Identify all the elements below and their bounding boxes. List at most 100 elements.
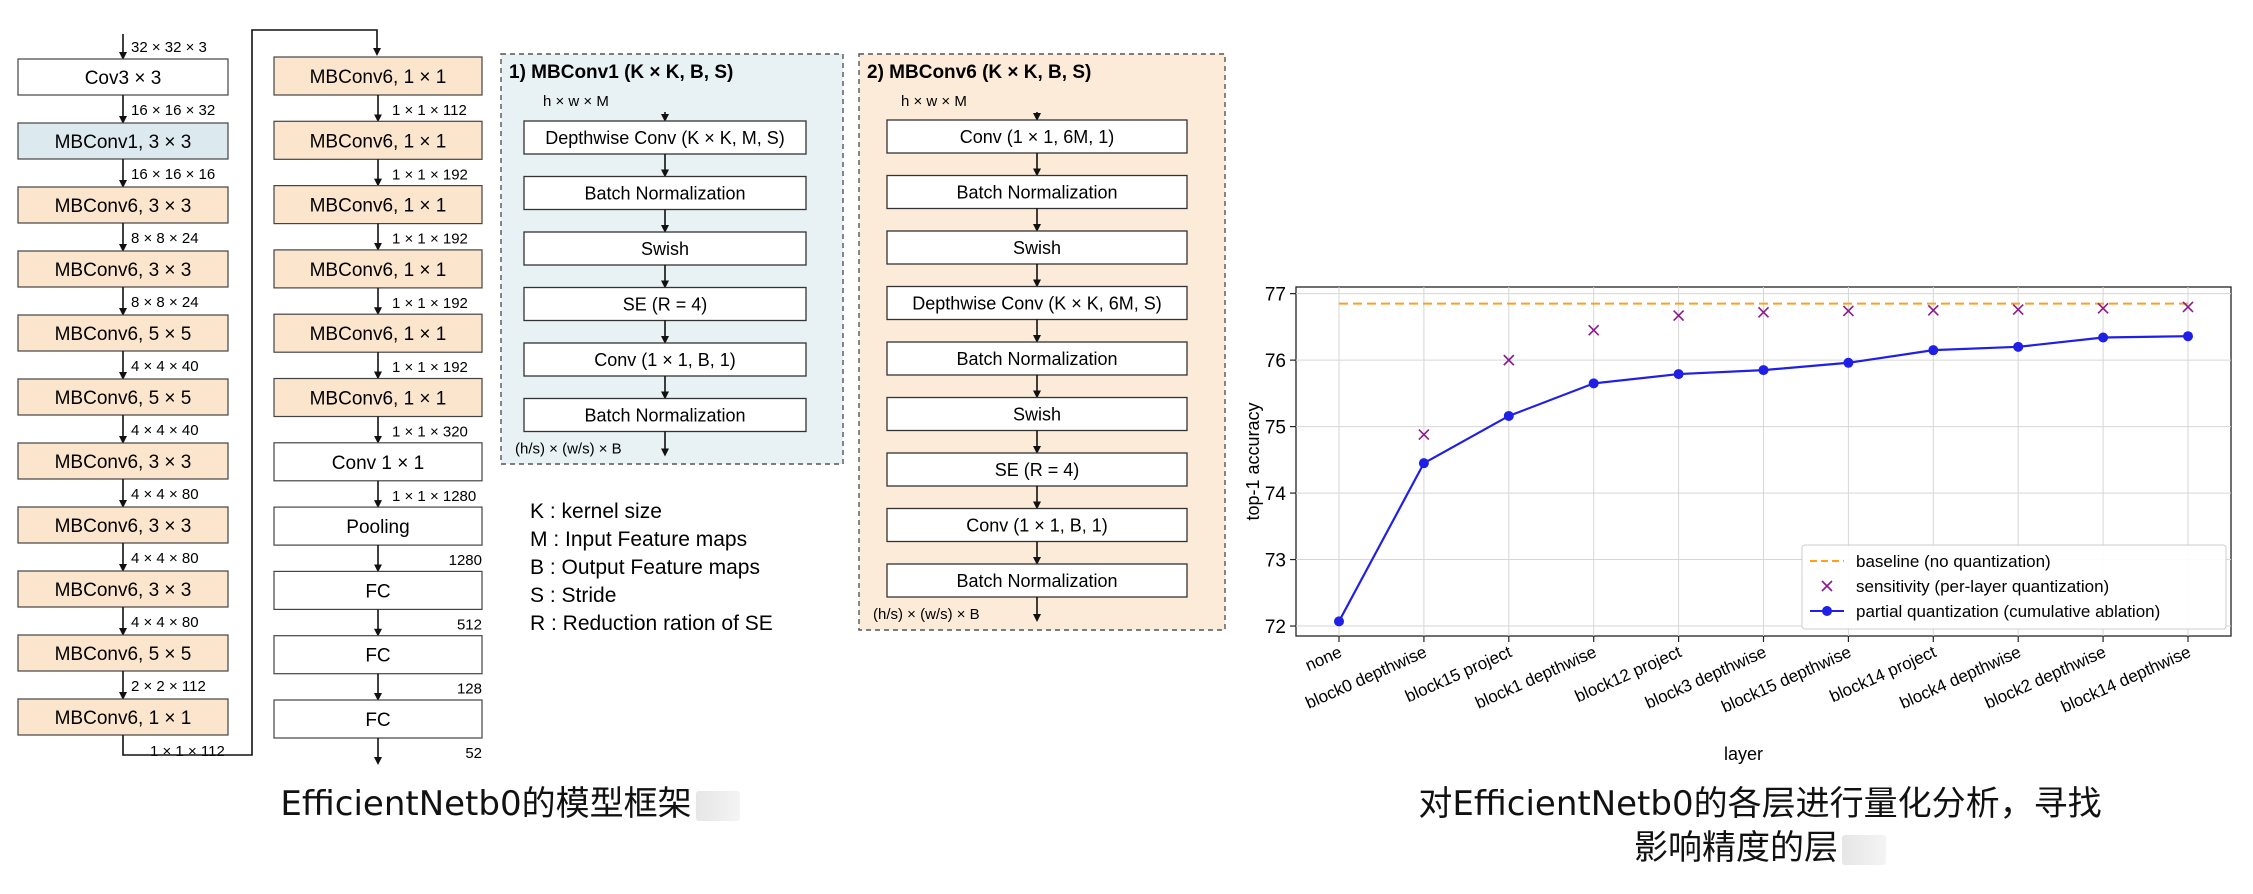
notation-item: M : Input Feature maps (530, 528, 747, 551)
layer-box (523, 397, 807, 433)
backbone-block (273, 570, 483, 611)
sensitivity-point (1757, 306, 1770, 318)
layer-label: Batch Normalization (956, 571, 1117, 591)
blurred-mark (1842, 834, 1886, 865)
legend-entry-label: sensitivity (per-layer quantization) (1856, 577, 2109, 596)
backbone-block (17, 442, 229, 480)
layer-label: Conv (1 × 1, B, 1) (966, 516, 1108, 536)
sensitivity-point (2012, 304, 2024, 316)
chart-legend (1801, 544, 2227, 630)
y-tick-label: 76 (1265, 351, 1286, 372)
y-tick-label: 75 (1265, 418, 1286, 439)
y-tick-label: 73 (1265, 551, 1286, 572)
sensitivity-point (1503, 354, 1515, 366)
sensitivity-point (1588, 324, 1600, 336)
backbone-block-label: MBConv6, 5 × 5 (55, 388, 192, 409)
caption-right-line1: 对EfficientNetb0的各层进行量化分析，寻找 (1418, 784, 2102, 824)
layer-label: Depthwise Conv (K × K, M, S) (545, 128, 785, 148)
tensor-shape-label: 1 × 1 × 192 (392, 359, 468, 376)
panel-input-shape: h × w × M (543, 93, 609, 110)
partial-point (2183, 331, 2193, 342)
notation-item: B : Output Feature maps (530, 556, 760, 579)
backbone-block (17, 634, 229, 672)
backbone-block (17, 186, 229, 224)
tensor-shape-label: 1 × 1 × 320 (392, 424, 468, 441)
panel-output-shape: (h/s) × (w/s) × B (873, 606, 980, 623)
column-connector (122, 29, 381, 756)
notation-item: S : Stride (530, 584, 616, 607)
y-tick-label: 77 (1265, 285, 1286, 306)
partial-point (2098, 332, 2109, 343)
partial-point (1334, 616, 1344, 627)
backbone-block-label: MBConv6, 3 × 3 (55, 516, 192, 537)
backbone-block-label: MBConv6, 3 × 3 (55, 452, 192, 473)
tensor-shape-label: 2 × 2 × 112 (131, 678, 206, 695)
legend-swatch-sensitivity (1821, 580, 1833, 592)
backbone-block-label: MBConv6, 1 × 1 (310, 131, 447, 152)
caption-right-line2: 影响精度的层 (1634, 828, 1838, 868)
tensor-shape-label: 8 × 8 × 24 (131, 230, 199, 247)
sensitivity-point (1927, 304, 1939, 316)
partial-point (1503, 410, 1514, 421)
backbone-block (273, 377, 483, 418)
backbone-block-label: MBConv6, 5 × 5 (55, 644, 192, 665)
panel-input-shape: h × w × M (901, 93, 967, 110)
tensor-shape-label: 1 × 1 × 112 (392, 102, 467, 119)
backbone-block (17, 698, 229, 736)
column-link-line (122, 29, 381, 756)
layer-box (886, 507, 1188, 543)
tensor-shape-label: 8 × 8 × 24 (131, 294, 199, 311)
layer-label: Depthwise Conv (K × K, 6M, S) (912, 294, 1162, 314)
backbone-block-label: MBConv6, 3 × 3 (55, 580, 192, 601)
layer-box (523, 120, 807, 155)
backbone-block-label: MBConv6, 1 × 1 (310, 324, 447, 345)
notation-item: R : Reduction ration of SE (530, 612, 773, 635)
layer-label: Swish (641, 239, 689, 259)
layer-label: Conv (1 × 1, B, 1) (594, 350, 736, 370)
backbone-block-label: MBConv6, 1 × 1 (310, 389, 447, 410)
layer-box (886, 174, 1188, 210)
layer-label: Batch Normalization (584, 184, 745, 204)
tensor-shape-label: 512 (457, 616, 482, 633)
sensitivity-point (1673, 310, 1685, 322)
layer-label: Batch Normalization (584, 406, 745, 426)
x-tick-label: none (1302, 642, 1344, 675)
tensor-shape-label: 4 × 4 × 80 (131, 614, 199, 631)
partial-point (1418, 458, 1429, 469)
mbconv6-panel: 2) MBConv6 (K × K, B, S) h × w × M Conv (1… (858, 53, 1226, 631)
backbone-block (17, 378, 229, 416)
backbone-block-label: FC (365, 581, 390, 602)
backbone-block-label: MBConv6, 5 × 5 (55, 324, 192, 345)
sensitivity-point (1418, 429, 1430, 441)
tensor-shape-label: 4 × 4 × 40 (131, 358, 199, 375)
sensitivity-point (2182, 301, 2194, 313)
tensor-shape-label: 52 (465, 745, 482, 762)
caption-left: EfficientNetb0的模型框架 (230, 782, 790, 826)
layer-label: Swish (1013, 405, 1061, 425)
tensor-shape-label: 1 × 1 × 112 (150, 743, 225, 760)
backbone-block-label: MBConv6, 1 × 1 (55, 708, 192, 729)
backbone-block (273, 185, 483, 225)
backbone-block-label: FC (365, 710, 390, 731)
backbone-block (273, 249, 483, 289)
tensor-shape-label: 4 × 4 × 80 (131, 486, 199, 503)
notation-legend: K : kernel size M : Input Feature maps B :… (530, 500, 773, 635)
mbconv1-panel: 1) MBConv1 (K × K, B, S) h × w × M Depthwi… (500, 53, 844, 465)
layer-label: Batch Normalization (956, 183, 1117, 203)
backbone-block (273, 699, 483, 739)
layer-label: Conv (1 × 1, 6M, 1) (960, 127, 1115, 147)
tensor-shape-label: 16 × 16 × 16 (131, 166, 215, 183)
layer-box (886, 396, 1188, 432)
backbone-block-label: Pooling (346, 517, 409, 538)
backbone-block-label: FC (365, 646, 390, 667)
backbone-block-label: MBConv6, 3 × 3 (55, 196, 192, 217)
legend-swatch-partial-dot (1822, 606, 1832, 616)
legend-entry-label: baseline (no quantization) (1856, 552, 2051, 571)
tensor-shape-label: 1 × 1 × 1280 (392, 488, 476, 505)
x-axis-label: layer (1724, 744, 1763, 764)
layer-label: SE (R = 4) (623, 295, 708, 315)
backbone-column-1: 32 × 32 × 3 Cov3 × 3 16 × 16 × 32 MBConv1, … (17, 34, 229, 760)
tensor-shape-label: 1 × 1 × 192 (392, 166, 468, 183)
backbone-block (17, 314, 229, 352)
